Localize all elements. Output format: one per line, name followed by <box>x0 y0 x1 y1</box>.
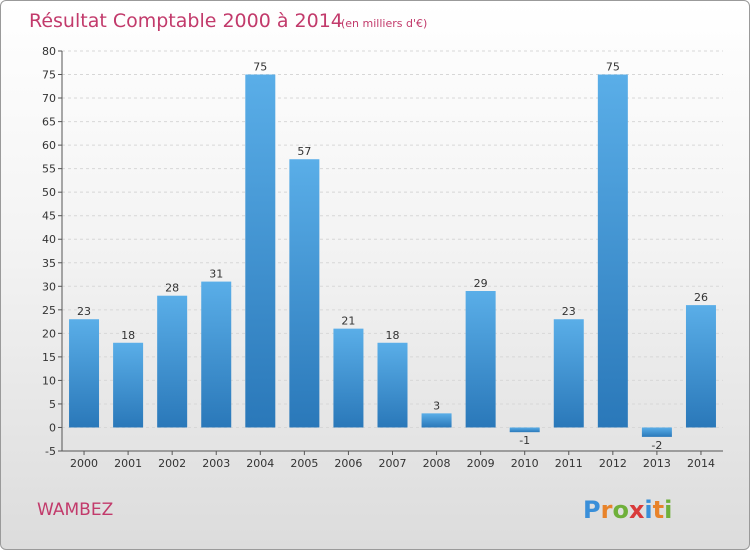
x-tick-label: 2005 <box>290 457 318 470</box>
y-tick-label: -5 <box>45 445 56 458</box>
bar-2010 <box>509 427 540 433</box>
data-label-2004: 75 <box>253 61 267 74</box>
data-label-2012: 75 <box>606 61 620 74</box>
bar-2002 <box>157 295 188 428</box>
bar-2004 <box>245 74 276 428</box>
y-tick-label: 75 <box>42 69 56 82</box>
y-tick-label: 80 <box>42 45 56 58</box>
data-label-2009: 29 <box>474 277 488 290</box>
x-tick-label: 2010 <box>511 457 539 470</box>
data-label-2002: 28 <box>165 282 179 295</box>
y-tick-label: 65 <box>42 116 56 129</box>
x-tick-label: 2013 <box>643 457 671 470</box>
x-tick-label: 2001 <box>114 457 142 470</box>
data-label-2010: -1 <box>519 434 530 447</box>
y-tick-label: 60 <box>42 139 56 152</box>
logo-letter: t <box>653 496 664 524</box>
data-label-2014: 26 <box>694 291 708 304</box>
x-tick-label: 2003 <box>202 457 230 470</box>
place-name: WAMBEZ <box>37 500 113 520</box>
data-label-2003: 31 <box>209 268 223 281</box>
bar-2008 <box>421 413 452 428</box>
bar-2014 <box>685 305 716 428</box>
y-tick-label: 40 <box>42 233 56 246</box>
logo-letter: o <box>612 496 629 524</box>
x-tick-label: 2014 <box>687 457 715 470</box>
data-label-2006: 21 <box>341 315 355 328</box>
data-label-2013: -2 <box>651 439 662 452</box>
bar-2012 <box>597 74 628 428</box>
x-tick-label: 2000 <box>70 457 98 470</box>
y-tick-label: 5 <box>49 398 56 411</box>
data-label-2000: 23 <box>77 305 91 318</box>
x-tick-label: 2004 <box>246 457 274 470</box>
data-label-2005: 57 <box>297 145 311 158</box>
axis-layer: -5 0 5 10 15 20 25 30 35 40 45 50 55 60 65 70 75 80 2000 20… <box>42 45 723 470</box>
data-label-2011: 23 <box>562 305 576 318</box>
y-tick-label: 70 <box>42 92 56 105</box>
bar-2003 <box>201 281 232 428</box>
x-tick-label: 2011 <box>555 457 583 470</box>
bar-2007 <box>377 342 408 428</box>
y-tick-label: 0 <box>49 421 56 434</box>
data-label-2008: 3 <box>433 399 440 412</box>
bar-layer <box>69 74 716 437</box>
y-tick-label: 45 <box>42 210 56 223</box>
chart-subtitle: (en milliers d'€) <box>341 17 427 30</box>
x-tick-label: 2009 <box>467 457 495 470</box>
x-tick-label: 2002 <box>158 457 186 470</box>
y-tick-label: 25 <box>42 304 56 317</box>
logo-letter: P <box>583 496 601 524</box>
y-tick-label: 50 <box>42 186 56 199</box>
chart-title: Résultat Comptable 2000 à 2014 <box>29 10 343 32</box>
proxiti-logo: Proxiti <box>583 496 672 524</box>
x-tick-label: 2012 <box>599 457 627 470</box>
y-tick-label: 10 <box>42 374 56 387</box>
x-tick-label: 2007 <box>379 457 407 470</box>
x-tick-label: 2006 <box>334 457 362 470</box>
x-tick-label: 2008 <box>423 457 451 470</box>
y-tick-label: 55 <box>42 163 56 176</box>
bar-2006 <box>333 328 364 428</box>
bar-2001 <box>113 342 144 428</box>
logo-letter: x <box>629 496 645 524</box>
bar-2000 <box>69 319 100 428</box>
y-tick-label: 35 <box>42 257 56 270</box>
data-label-2007: 18 <box>386 329 400 342</box>
data-label-2001: 18 <box>121 329 135 342</box>
bar-2009 <box>465 291 496 428</box>
logo-letter: i <box>644 496 652 524</box>
label-layer: 23 18 28 31 75 57 21 18 3 29 -1 23 75 -2 26 <box>77 61 708 452</box>
y-tick-label: 30 <box>42 280 56 293</box>
logo-letter: r <box>601 496 613 524</box>
bar-2005 <box>289 159 320 428</box>
y-tick-label: 20 <box>42 327 56 340</box>
bar-2011 <box>553 319 584 428</box>
bar-2013 <box>641 427 672 437</box>
y-tick-label: 15 <box>42 351 56 364</box>
logo-letter: i <box>664 496 672 524</box>
